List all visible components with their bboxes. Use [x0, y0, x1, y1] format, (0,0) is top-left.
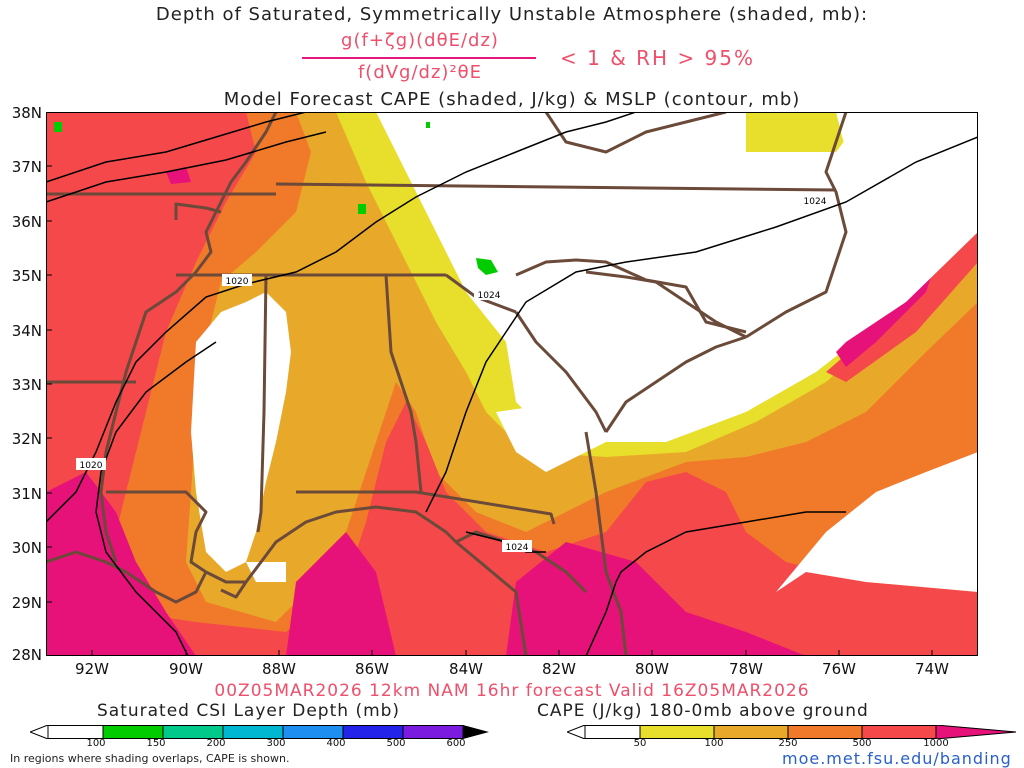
- cape-legend-title: CAPE (J/kg) 180-0mb above ground: [537, 701, 869, 721]
- cape-colorbar: [567, 725, 1017, 739]
- colorbar-bin: [639, 725, 715, 739]
- colorbar-bin: [102, 725, 164, 739]
- formula-denominator: f(dVg/dz)²θE: [357, 62, 483, 83]
- csi-tick: 400: [326, 738, 346, 749]
- lon-label: 92W: [75, 660, 109, 678]
- cape-tick: 50: [633, 738, 647, 749]
- lat-label: 29N: [11, 594, 42, 612]
- isobars: [46, 112, 978, 656]
- lat-label: 37N: [11, 158, 42, 176]
- formula-numerator: g(f+ζg)(dθE/dz): [341, 30, 499, 51]
- overlap-note: In regions where shading overlaps, CAPE …: [10, 752, 290, 765]
- csi-tick: 200: [206, 738, 226, 749]
- title-line-3: Model Forecast CAPE (shaded, J/kg) & MSL…: [223, 89, 801, 110]
- colorbar-arrow-right: [935, 725, 1017, 739]
- fraction-bar: [302, 57, 536, 59]
- csi-tick: 600: [446, 738, 466, 749]
- colorbar-arrow-left: [567, 725, 586, 739]
- colorbar-bin: [861, 725, 937, 739]
- csi-tick: 500: [386, 738, 406, 749]
- lat-label: 32N: [11, 430, 42, 448]
- lon-label: 80W: [635, 660, 669, 678]
- isobar-label: 1024: [804, 197, 827, 207]
- lon-label: 82W: [542, 660, 576, 678]
- csi-tick: 300: [266, 738, 286, 749]
- lon-label: 88W: [262, 660, 296, 678]
- cape-tick: 100: [704, 738, 724, 749]
- cape-shading: [46, 112, 978, 656]
- lon-label: 76W: [822, 660, 856, 678]
- lon-label: 74W: [915, 660, 949, 678]
- colorbar-bin: [222, 725, 284, 739]
- colorbar-bin: [47, 725, 104, 739]
- lon-label: 78W: [729, 660, 763, 678]
- colorbar-bin: [342, 725, 404, 739]
- cape-tick: 500: [852, 738, 872, 749]
- title-line-1: Depth of Saturated, Symmetrically Unstab…: [155, 4, 869, 25]
- formula-condition: < 1 & RH > 95%: [560, 46, 756, 70]
- csi-formula: g(f+ζg)(dθE/dz) f(dVg/dz)²θE: [300, 30, 540, 86]
- colorbar-bin: [282, 725, 344, 739]
- unshaded-regions: [191, 112, 978, 592]
- forecast-map: 1020 1020 1024 1024 1024: [46, 112, 978, 656]
- cape-tick: 250: [778, 738, 798, 749]
- isobar-label: 1024: [506, 543, 529, 553]
- lat-label: 36N: [11, 213, 42, 231]
- lat-label: 33N: [11, 376, 42, 394]
- csi-tick: 100: [86, 738, 106, 749]
- valid-time-line: 00Z05MAR2026 12km NAM 16hr forecast Vali…: [214, 681, 810, 701]
- lon-label: 84W: [449, 660, 483, 678]
- colorbar-arrow-right: [463, 725, 489, 739]
- colorbar-bin: [162, 725, 224, 739]
- lat-label: 34N: [11, 322, 42, 340]
- lat-label: 35N: [11, 267, 42, 285]
- isobar-labels: 1020 1020 1024 1024 1024: [76, 194, 830, 553]
- csi-tick: 150: [146, 738, 166, 749]
- map-frame: [46, 112, 978, 656]
- lat-label: 38N: [11, 104, 42, 122]
- colorbar-bin: [713, 725, 789, 739]
- isobar-label: 1020: [80, 461, 103, 471]
- csi-colorbar: [30, 725, 489, 739]
- lon-label: 90W: [169, 660, 203, 678]
- lat-label: 30N: [11, 539, 42, 557]
- colorbar-bin: [787, 725, 863, 739]
- lon-label: 86W: [355, 660, 389, 678]
- csi-legend-title: Saturated CSI Layer Depth (mb): [97, 701, 401, 721]
- colorbar-bin: [402, 725, 464, 739]
- source-url[interactable]: moe.met.fsu.edu/banding: [782, 749, 1012, 768]
- colorbar-bin: [584, 725, 641, 739]
- lat-label: 31N: [11, 485, 42, 503]
- colorbar-arrow-left: [30, 725, 49, 739]
- lat-label: 28N: [11, 646, 42, 664]
- isobar-label: 1024: [478, 291, 501, 301]
- csi-shading: [54, 122, 498, 275]
- cape-tick: 1000: [923, 738, 949, 749]
- isobar-label: 1020: [226, 277, 249, 287]
